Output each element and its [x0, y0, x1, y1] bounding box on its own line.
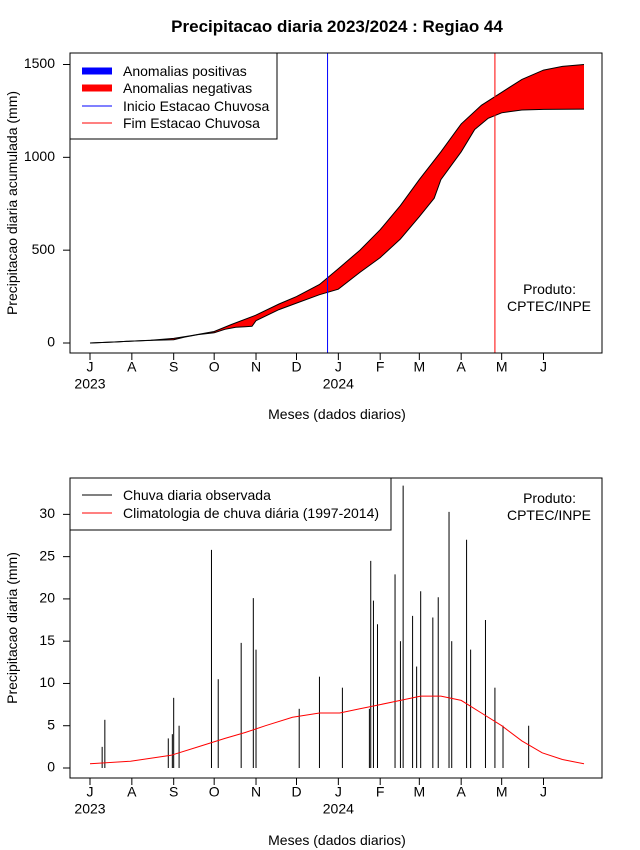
- daily-x-tick-label-8: M: [413, 784, 425, 800]
- daily-plot-area: [89, 485, 585, 768]
- accumulated-x-tick-label-4: N: [251, 359, 261, 375]
- daily-year-label-0: 2023: [74, 801, 105, 817]
- daily-x-tick-label-10: M: [496, 784, 508, 800]
- daily-x-tick-label-6: J: [335, 784, 342, 800]
- accumulated-product-source: CPTEC/INPE: [507, 298, 591, 314]
- daily-y-tick-label-6: 30: [39, 505, 55, 521]
- chart-title: Precipitacao diaria 2023/2024 : Regiao 4…: [171, 17, 503, 36]
- accumulated-y-tick-label-0: 0: [47, 334, 55, 350]
- daily-year-label-1: 2024: [323, 801, 354, 817]
- accumulated-x-tick-label-10: M: [496, 359, 508, 375]
- daily-product-label: Produto:: [523, 490, 576, 506]
- accumulated-product-label: Produto:: [523, 281, 576, 297]
- daily-y-tick-label-4: 20: [39, 590, 55, 606]
- climatology-daily-line: [89, 695, 585, 765]
- accumulated-x-tick-label-6: J: [335, 359, 342, 375]
- accumulated-y-axis-label: Precipitacao diaria acumulada (mm): [4, 91, 20, 315]
- accumulated-x-tick-label-5: D: [291, 359, 301, 375]
- accumulated-x-tick-label-3: O: [209, 359, 220, 375]
- climatology-accumulated-line: [89, 64, 585, 344]
- legend-onset-label: Inicio Estacao Chuvosa: [123, 98, 270, 114]
- daily-x-tick-label-5: D: [291, 784, 301, 800]
- legend-climatology-label: Climatologia de chuva diária (1997-2014): [123, 505, 379, 521]
- daily-legend-box: [69, 477, 392, 531]
- observed-accumulated-line: [89, 108, 585, 344]
- accumulated-legend-box: [69, 52, 278, 140]
- daily-y-tick-label-0: 0: [47, 759, 55, 775]
- daily-product-source: CPTEC/INPE: [507, 507, 591, 523]
- accumulated-x-tick-label-11: J: [540, 359, 547, 375]
- accumulated-x-tick-label-8: M: [413, 359, 425, 375]
- accumulated-y-tick-label-2: 1000: [24, 148, 55, 164]
- legend-negative-label: Anomalias negativas: [123, 80, 252, 96]
- accumulated-panel: Precipitacao diaria 2023/2024 : Regiao 4…: [4, 17, 603, 422]
- daily-x-tick-label-0: J: [87, 784, 94, 800]
- legend-observed-label: Chuva diaria observada: [123, 487, 271, 503]
- daily-y-tick-label-3: 15: [39, 632, 55, 648]
- daily-x-tick-label-7: F: [376, 784, 385, 800]
- daily-legend: Chuva diaria observada Climatologia de c…: [69, 477, 392, 531]
- daily-x-tick-label-3: O: [209, 784, 220, 800]
- accumulated-x-tick-label-1: A: [127, 359, 137, 375]
- daily-x-tick-label-11: J: [540, 784, 547, 800]
- daily-x-axis-label: Meses (dados diarios): [268, 832, 406, 848]
- accumulated-year-label-1: 2024: [323, 376, 354, 392]
- daily-x-tick-label-4: N: [251, 784, 261, 800]
- accumulated-y-tick-label-1: 500: [32, 241, 56, 257]
- accumulated-plot-area: [89, 53, 585, 353]
- accumulated-x-tick-label-2: S: [169, 359, 178, 375]
- daily-y-tick-label-5: 25: [39, 547, 55, 563]
- accumulated-y-tick-label-3: 1500: [24, 55, 55, 71]
- daily-x-tick-label-9: A: [457, 784, 467, 800]
- accumulated-x-tick-label-9: A: [457, 359, 467, 375]
- daily-y-tick-label-2: 10: [39, 674, 55, 690]
- legend-positive-label: Anomalias positivas: [123, 63, 247, 79]
- daily-y-tick-label-1: 5: [47, 716, 55, 732]
- accumulated-year-label-0: 2023: [74, 376, 105, 392]
- accumulated-legend: Anomalias positivas Anomalias negativas …: [69, 52, 278, 140]
- accumulated-x-tick-label-0: J: [87, 359, 94, 375]
- negative-anomaly-band-1: [133, 64, 584, 342]
- daily-x-tick-label-1: A: [127, 784, 137, 800]
- daily-x-tick-label-2: S: [169, 784, 178, 800]
- legend-end-label: Fim Estacao Chuvosa: [123, 115, 260, 131]
- daily-y-axis-label: Precipitacao diaria (mm): [4, 552, 20, 704]
- accumulated-x-tick-label-7: F: [376, 359, 385, 375]
- accumulated-x-axis-label: Meses (dados diarios): [268, 406, 406, 422]
